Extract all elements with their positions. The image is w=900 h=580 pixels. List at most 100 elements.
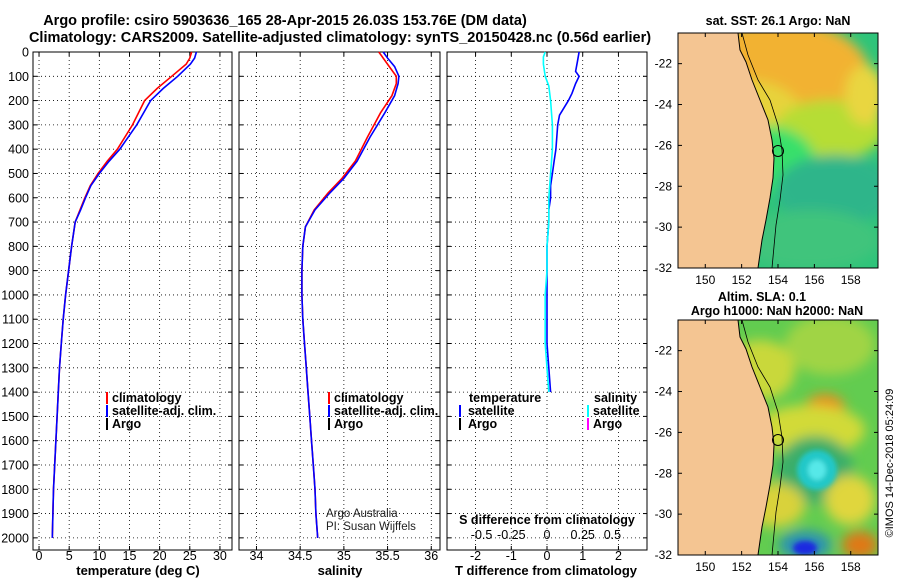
sst-map-title: sat. SST: 26.1 Argo: NaN <box>706 14 851 28</box>
map-lat-label: -32 <box>655 261 673 275</box>
depth-tick-label: 1500 <box>1 410 29 424</box>
sst-argo-position-marker <box>772 145 784 157</box>
sst-map-image <box>678 33 878 268</box>
sla-map-ticks: 150 152 154 156 158 -22 -24 -26 -28 -30 -32 <box>655 320 878 574</box>
difference-panel: -2 -1 0 1 2 -0.5 -0.25 0 0.25 0.5 S difference f… <box>446 51 648 578</box>
map-lat-label: -28 <box>655 466 673 480</box>
legend-t-satellite-label: satellite <box>468 404 515 418</box>
legend-satellite-label: satellite-adj. clim. <box>112 404 216 418</box>
difference-series <box>542 51 581 393</box>
depth-tick-label: 300 <box>8 118 29 132</box>
legend-salinity-title: salinity <box>594 391 637 405</box>
x-tick-label: 35 <box>337 549 351 563</box>
sla-argo-position-marker <box>772 434 784 446</box>
sla-map: Altim. SLA: 0.1 Argo h1000: NaN h2000: N… <box>655 290 879 574</box>
depth-tick-label: 1800 <box>1 483 29 497</box>
credit-line-1: Argo Australia <box>326 508 398 520</box>
s-diff-tick-label: 0.25 <box>571 528 595 542</box>
map-lat-label: -32 <box>655 548 673 562</box>
map-lon-label: 156 <box>804 273 824 287</box>
x-tick-label: 2 <box>615 549 622 563</box>
x-tick-label: 0 <box>36 549 43 563</box>
depth-tick-label: 1300 <box>1 361 29 375</box>
temperature-tick-labels: 0 5 10 15 20 25 30 <box>36 549 227 563</box>
map-lon-label: 150 <box>695 273 715 287</box>
temperature-panel: 0100200300400500600700800900100011001200… <box>1 46 233 578</box>
depth-tick-label: 800 <box>8 240 29 254</box>
legend-climatology-label: climatology <box>112 391 182 405</box>
x-tick-label: 35.5 <box>375 549 399 563</box>
map-lat-label: -24 <box>655 385 673 399</box>
temperature-xlabel: temperature (deg C) <box>76 563 200 578</box>
x-tick-label: -1 <box>506 549 517 563</box>
depth-tick-label: 900 <box>8 264 29 278</box>
sla-map-title-2: Argo h1000: NaN h2000: NaN <box>691 304 863 318</box>
sla-land <box>678 320 775 555</box>
series-line-satellite-adj-clim- <box>51 51 198 538</box>
depth-tick-label: 1700 <box>1 458 29 472</box>
map-lon-label: 152 <box>732 273 752 287</box>
depth-tick-label: 500 <box>8 167 29 181</box>
depth-tick-labels: 0 100 200 300 400 500 600 700 800 900 1000 1100 1200… <box>1 46 29 546</box>
salinity-grid <box>239 51 440 550</box>
legend-temperature-title: temperature <box>469 391 541 405</box>
legend-satellite-label: satellite-adj. clim. <box>334 404 438 418</box>
title-line-2: Climatology: CARS2009. Satellite-adjuste… <box>29 30 651 46</box>
s-diff-tick-label: 0 <box>544 528 551 542</box>
s-diff-tick-label: -0.5 <box>471 528 493 542</box>
temperature-series <box>51 51 198 538</box>
salinity-axes-frame <box>238 51 441 551</box>
map-lat-label: -26 <box>655 138 673 152</box>
x-tick-label: 36 <box>424 549 438 563</box>
x-tick-label: -2 <box>470 549 481 563</box>
salinity-series <box>301 51 400 538</box>
s-diff-tick-label: -0.25 <box>497 528 526 542</box>
sla-shelf-contour <box>741 320 784 555</box>
salinity-tick-labels: 34 34.5 35 35.5 36 <box>250 549 439 563</box>
x-tick-label: 30 <box>213 549 227 563</box>
depth-tick-label: 1900 <box>1 507 29 521</box>
map-lat-label: -30 <box>655 220 673 234</box>
depth-tick-label: 400 <box>8 143 29 157</box>
x-tick-label: 25 <box>183 549 197 563</box>
sst-map-ticks: 150 152 154 156 158 -22 -24 -26 -28 -30 -32 <box>655 33 878 287</box>
salinity-xlabel: salinity <box>318 563 364 578</box>
map-lat-label: -24 <box>655 98 673 112</box>
depth-tick-label: 600 <box>8 191 29 205</box>
series-line-climatology <box>301 51 398 538</box>
imos-timestamp: ©IMOS 14-Dec-2018 05:24:09 <box>884 389 896 538</box>
map-lon-label: 158 <box>841 560 861 574</box>
depth-tick-label: 2000 <box>1 531 29 545</box>
x-tick-label: 5 <box>66 549 73 563</box>
map-lon-label: 150 <box>695 560 715 574</box>
difference-legend: temperature satellite Argo salinity sate… <box>459 391 640 431</box>
depth-tick-label: 100 <box>8 70 29 84</box>
title-line-1: Argo profile: csiro 5903636_165 28-Apr-2… <box>43 13 527 29</box>
map-lon-label: 154 <box>768 273 788 287</box>
sst-map: sat. SST: 26.1 Argo: NaN 150 152 154 156 158… <box>655 14 879 287</box>
x-tick-label: 1 <box>579 549 586 563</box>
t-difference-tick-labels: -2 -1 0 1 2 <box>470 549 622 563</box>
s-diff-tick-label: 0.5 <box>604 528 621 542</box>
depth-tick-label: 0 <box>22 46 29 60</box>
series-line-satellite-adj-clim- <box>301 51 400 538</box>
legend-s-argo-label: Argo <box>593 417 623 431</box>
series-line-salinity-satellite <box>542 51 554 393</box>
depth-tick-label: 1000 <box>1 288 29 302</box>
x-tick-label: 34.5 <box>288 549 312 563</box>
x-tick-label: 20 <box>153 549 167 563</box>
s-difference-xlabel: S difference from climatology <box>459 513 635 527</box>
sla-map-image <box>678 320 878 555</box>
credit-line-2: PI: Susan Wijffels <box>326 521 416 533</box>
x-tick-label: 34 <box>250 549 264 563</box>
depth-tick-label: 1600 <box>1 434 29 448</box>
map-lon-label: 158 <box>841 273 861 287</box>
map-lat-label: -28 <box>655 179 673 193</box>
depth-tick-label: 1200 <box>1 337 29 351</box>
s-difference-tick-labels: -0.5 -0.25 0 0.25 0.5 <box>471 528 621 542</box>
series-line-temperature-satellite <box>546 51 581 393</box>
temperature-grid <box>33 51 232 550</box>
legend-t-argo-label: Argo <box>468 417 498 431</box>
map-lon-label: 152 <box>732 560 752 574</box>
